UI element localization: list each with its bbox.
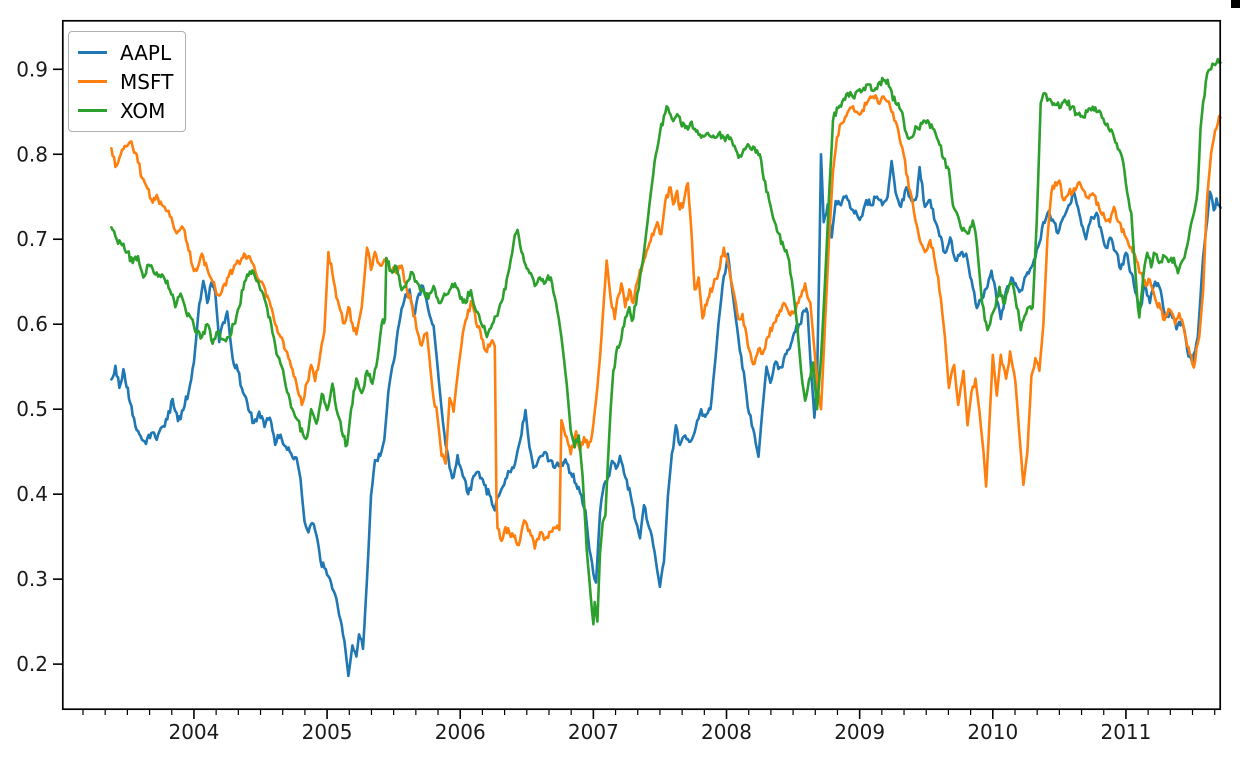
y-tick-label: 0.4 — [16, 482, 48, 506]
legend-label-xom: XOM — [120, 98, 166, 123]
x-tick-label: 2009 — [834, 720, 885, 744]
legend-item-aapl: AAPL — [78, 38, 173, 67]
legend: AAPL MSFT XOM — [68, 31, 187, 132]
legend-label-msft: MSFT — [120, 69, 174, 94]
y-tick-label: 0.9 — [16, 57, 48, 81]
y-tick-label: 0.5 — [16, 397, 48, 421]
series-line-msft — [110, 94, 1222, 550]
x-tick-label: 2008 — [701, 720, 752, 744]
legend-label-aapl: AAPL — [120, 40, 172, 65]
series-line-aapl — [110, 153, 1222, 678]
x-tick-label: 2011 — [1100, 720, 1151, 744]
y-tick-label: 0.7 — [16, 227, 48, 251]
aapl-line-swatch-icon — [78, 51, 107, 54]
legend-item-msft: MSFT — [78, 67, 173, 96]
x-tick-label: 2007 — [568, 720, 619, 744]
x-tick-label: 2005 — [302, 720, 353, 744]
plot-frame — [61, 19, 1222, 711]
y-tick-label: 0.3 — [16, 567, 48, 591]
msft-line-swatch-icon — [78, 80, 107, 83]
xom-line-swatch-icon — [78, 109, 107, 112]
y-tick-label: 0.8 — [16, 142, 48, 166]
corner-artifact — [1231, 0, 1240, 8]
y-tick-label: 0.6 — [16, 312, 48, 336]
x-tick-label: 2004 — [168, 720, 219, 744]
y-tick-label: 0.2 — [16, 652, 48, 676]
x-tick-label: 2006 — [435, 720, 486, 744]
legend-item-xom: XOM — [78, 96, 173, 125]
x-tick-label: 2010 — [967, 720, 1018, 744]
series-line-xom — [110, 57, 1222, 626]
